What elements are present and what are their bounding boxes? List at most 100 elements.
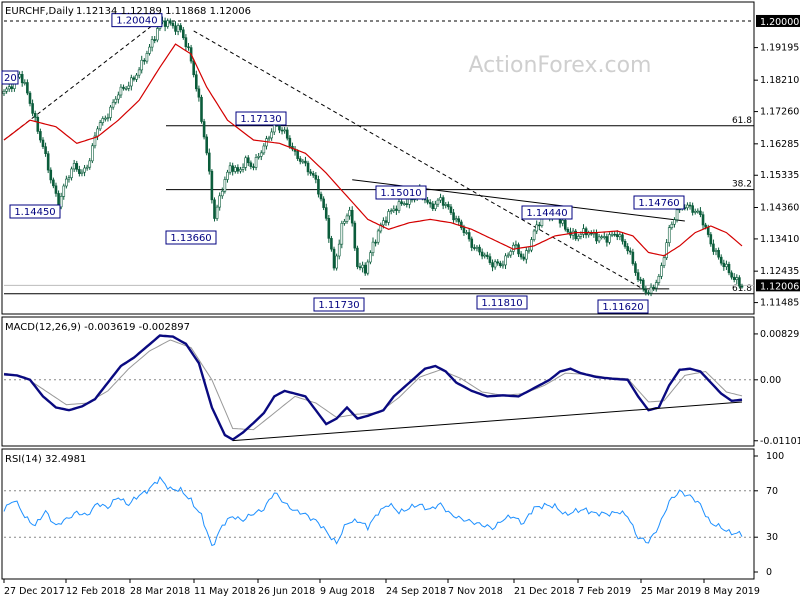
candle-body	[301, 160, 305, 163]
candle-body	[475, 246, 479, 249]
pivot-label-box	[111, 13, 163, 28]
candle-body	[363, 264, 367, 274]
pivot-label: 1.17130	[240, 114, 281, 125]
candle-body	[65, 178, 68, 187]
candle-body	[501, 264, 505, 267]
candle-body	[499, 262, 502, 267]
pivot-label-box	[521, 205, 573, 220]
fib-label: 38.2	[732, 180, 752, 190]
price-symbol: EURCHF,Daily	[5, 6, 74, 17]
candle-body	[304, 160, 307, 164]
candle-body	[7, 86, 11, 90]
candle-body	[615, 234, 619, 238]
candle-body	[431, 203, 435, 209]
candle-body	[327, 218, 331, 239]
fib-label: 61.8	[732, 284, 752, 294]
candle-body	[426, 199, 429, 203]
candle-body	[169, 20, 172, 24]
candle-body	[218, 195, 221, 208]
candle-body	[397, 201, 401, 211]
candle-body	[231, 165, 234, 172]
candle-body	[582, 228, 585, 235]
candle-body	[444, 204, 448, 206]
candle-body	[137, 69, 141, 76]
candle-body	[602, 236, 606, 238]
candle-body	[714, 250, 718, 252]
rsi-panel-frame	[1, 448, 755, 580]
candle-body	[298, 158, 302, 162]
candle-body	[639, 279, 642, 281]
candle-body	[182, 29, 185, 38]
candle-body	[379, 224, 383, 232]
candle-body	[210, 170, 214, 201]
candle-body	[371, 241, 375, 254]
candle-body	[670, 223, 674, 228]
date-label: 25 Mar 2019	[641, 586, 701, 597]
pivot-label-box	[633, 195, 685, 210]
candle-body	[613, 233, 616, 236]
candle-body	[46, 153, 50, 171]
pivot-label-box	[597, 299, 649, 314]
candle-body	[519, 253, 523, 258]
candle-body	[163, 20, 167, 27]
candle-body	[527, 249, 531, 252]
date-label: 7 Nov 2018	[448, 586, 503, 597]
candle-body	[657, 276, 661, 283]
candle-body	[589, 232, 593, 235]
date-label: 7 Feb 2019	[578, 586, 631, 597]
current-price-tag-bg	[756, 279, 800, 292]
candle-body	[233, 167, 237, 172]
candle-body	[654, 282, 658, 289]
pivot-label-box	[313, 297, 365, 312]
candle-body	[610, 233, 614, 236]
candle-body	[462, 227, 466, 233]
candle-body	[156, 28, 159, 41]
candle-body	[93, 135, 97, 147]
candle-body	[270, 131, 273, 139]
candle-body	[85, 166, 89, 169]
candle-body	[605, 236, 609, 243]
candle-body	[652, 286, 655, 289]
price-panel: 61.8 38.2 61.8 1.20040 1.17130 1.14450 1.13660…	[1, 13, 754, 314]
candle-body	[621, 234, 624, 242]
moving-average-line	[3, 43, 743, 257]
candle-body	[135, 74, 138, 80]
candle-body	[215, 206, 219, 219]
pivot-label-box	[375, 185, 427, 200]
candle-body	[595, 232, 598, 242]
candle-body	[561, 219, 564, 224]
candle-body	[130, 77, 133, 87]
candle-body	[636, 272, 640, 280]
candle-body	[220, 190, 224, 197]
pivot-label-box	[165, 230, 217, 245]
macd-tick-label: -0.011015	[760, 436, 800, 447]
candle-body	[667, 227, 671, 243]
candle-body	[436, 199, 440, 205]
candle-body	[262, 145, 266, 154]
pivot-label-box	[476, 295, 528, 310]
pivot-label: 1.15010	[380, 188, 421, 199]
price-tick-label: 1.19195	[760, 43, 799, 54]
price-panel-frame	[1, 1, 755, 315]
candle-body	[725, 263, 728, 268]
candle-body	[376, 230, 380, 243]
candle-body	[223, 179, 227, 192]
candle-body	[626, 246, 629, 252]
candle-body	[631, 251, 635, 264]
pivot-label-partial: 20	[4, 73, 17, 84]
candle-body	[54, 185, 58, 194]
candle-body	[608, 234, 611, 243]
candle-body	[449, 206, 453, 214]
candle-body	[740, 285, 744, 288]
rsi-line	[3, 476, 743, 547]
candle-body	[80, 171, 84, 174]
date-label: 28 Mar 2018	[130, 586, 190, 597]
candle-body	[117, 94, 120, 100]
candle-body	[241, 167, 245, 170]
pivot-label-box	[235, 111, 287, 126]
candle-body	[727, 263, 731, 274]
candle-body	[337, 243, 341, 257]
candle-body	[361, 264, 364, 269]
candle-body	[166, 20, 170, 27]
